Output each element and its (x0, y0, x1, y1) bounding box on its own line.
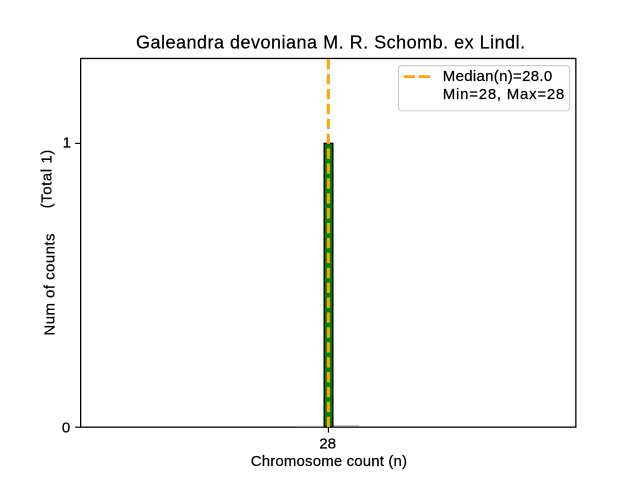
svg-text:0: 0 (62, 419, 70, 436)
svg-text:(Total 1): (Total 1) (39, 149, 56, 208)
svg-text:Num of counts: Num of counts (41, 233, 58, 336)
svg-text:Min=28, Max=28: Min=28, Max=28 (443, 86, 565, 103)
svg-text:Galeandra devoniana M. R. Scho: Galeandra devoniana M. R. Schomb. ex Lin… (136, 33, 526, 53)
svg-text:28: 28 (319, 435, 336, 452)
svg-text:Median(n)=28.0: Median(n)=28.0 (443, 68, 553, 85)
svg-text:1: 1 (63, 135, 71, 152)
svg-text:Chromosome count (n): Chromosome count (n) (251, 453, 407, 470)
